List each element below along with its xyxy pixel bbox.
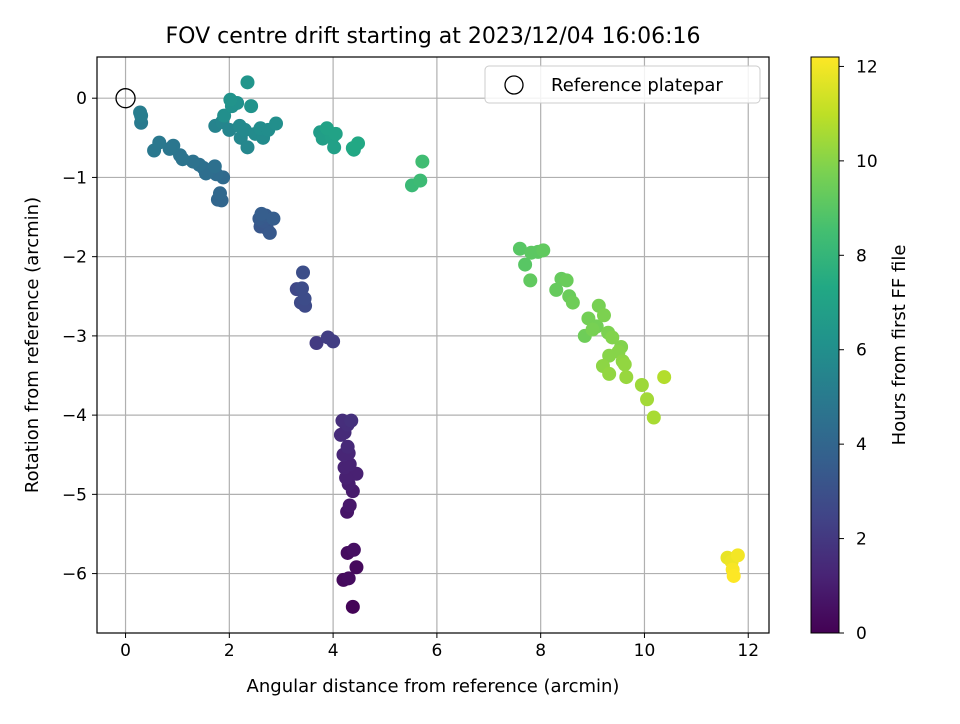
data-point xyxy=(585,322,600,337)
data-point xyxy=(269,116,284,131)
data-point xyxy=(549,282,564,297)
data-point xyxy=(254,206,269,221)
data-point xyxy=(726,568,741,583)
legend-label: Reference platepar xyxy=(551,75,723,96)
data-point xyxy=(207,159,222,174)
data-point xyxy=(342,498,357,513)
data-point xyxy=(223,92,238,107)
data-point xyxy=(415,154,430,169)
data-point xyxy=(346,542,361,557)
data-point xyxy=(327,140,342,155)
legend: Reference platepar xyxy=(484,65,761,104)
data-point xyxy=(309,336,324,351)
data-point xyxy=(617,357,632,372)
colorbar-ticks: 0 2 4 6 8 10 12 xyxy=(839,57,878,644)
colorbar-tick-label: 8 xyxy=(856,246,867,266)
x-tick-label: 0 xyxy=(120,641,131,661)
data-point xyxy=(413,173,428,188)
data-point xyxy=(602,348,617,363)
data-point xyxy=(296,265,311,280)
x-tick-label: 12 xyxy=(737,641,759,661)
data-point xyxy=(326,334,341,349)
y-tick-label: −4 xyxy=(62,406,87,426)
data-point xyxy=(646,410,661,425)
y-tick-label: −2 xyxy=(62,248,87,268)
data-point xyxy=(341,571,356,586)
data-point xyxy=(244,99,259,114)
legend-box xyxy=(484,65,761,104)
colorbar-tick-label: 10 xyxy=(856,152,878,172)
x-tick-label: 2 xyxy=(224,641,235,661)
colorbar-tick-label: 12 xyxy=(856,57,878,77)
plot-frame xyxy=(96,56,770,634)
legend-marker xyxy=(504,75,524,95)
x-tick-label: 8 xyxy=(535,641,546,661)
colorbar-tick-label: 6 xyxy=(856,341,867,361)
data-point xyxy=(518,257,533,272)
data-point xyxy=(345,141,360,156)
data-points xyxy=(133,75,745,614)
x-tick-label: 4 xyxy=(328,641,339,661)
colorbar-tick-label: 4 xyxy=(856,435,867,455)
data-point xyxy=(536,243,551,258)
data-point xyxy=(162,141,177,156)
reference-marker xyxy=(115,88,136,109)
data-point xyxy=(605,330,620,345)
x-tick-label: 6 xyxy=(431,641,442,661)
data-point xyxy=(212,186,227,201)
data-point xyxy=(345,599,360,614)
colorbar: 0 2 4 6 8 10 12 Hours from first FF file xyxy=(810,56,910,644)
y-axis: 0 −1 −2 −3 −4 −5 −6 xyxy=(62,89,97,585)
colorbar-tick-label: 0 xyxy=(856,624,867,644)
data-point xyxy=(344,413,359,428)
y-tick-label: −3 xyxy=(62,327,87,347)
data-point xyxy=(294,281,309,296)
data-point xyxy=(217,108,232,123)
data-point xyxy=(240,140,255,155)
data-point xyxy=(634,378,649,393)
data-point xyxy=(339,470,354,485)
data-point xyxy=(147,143,162,158)
reference-point xyxy=(115,88,136,109)
y-tick-label: −6 xyxy=(62,565,87,585)
data-point xyxy=(619,370,634,385)
y-axis-label: Rotation from reference (arcmin) xyxy=(22,197,43,493)
data-point xyxy=(349,560,364,575)
data-point xyxy=(640,392,655,407)
colorbar-gradient xyxy=(810,56,840,634)
data-point xyxy=(602,366,617,381)
data-point xyxy=(340,439,355,454)
colorbar-label: Hours from first FF file xyxy=(889,245,910,446)
data-point xyxy=(596,308,611,323)
data-point xyxy=(328,126,343,141)
data-point xyxy=(657,370,672,385)
y-tick-label: −1 xyxy=(62,168,87,188)
x-axis-label: Angular distance from reference (arcmin) xyxy=(247,676,620,697)
data-point xyxy=(240,75,255,90)
y-tick-label: 0 xyxy=(76,89,87,109)
y-tick-label: −5 xyxy=(62,485,87,505)
colorbar-tick-label: 2 xyxy=(856,530,867,550)
grid xyxy=(97,57,769,633)
data-point xyxy=(523,273,538,288)
data-point xyxy=(512,241,527,256)
chart-title: FOV centre drift starting at 2023/12/04 … xyxy=(166,24,701,49)
data-point xyxy=(730,548,745,563)
data-point xyxy=(134,108,149,123)
data-point xyxy=(559,273,574,288)
x-tick-label: 10 xyxy=(634,641,656,661)
data-point xyxy=(262,225,277,240)
x-axis: 0 2 4 6 8 10 12 xyxy=(120,633,759,661)
data-point xyxy=(266,211,281,226)
data-point xyxy=(565,295,580,310)
